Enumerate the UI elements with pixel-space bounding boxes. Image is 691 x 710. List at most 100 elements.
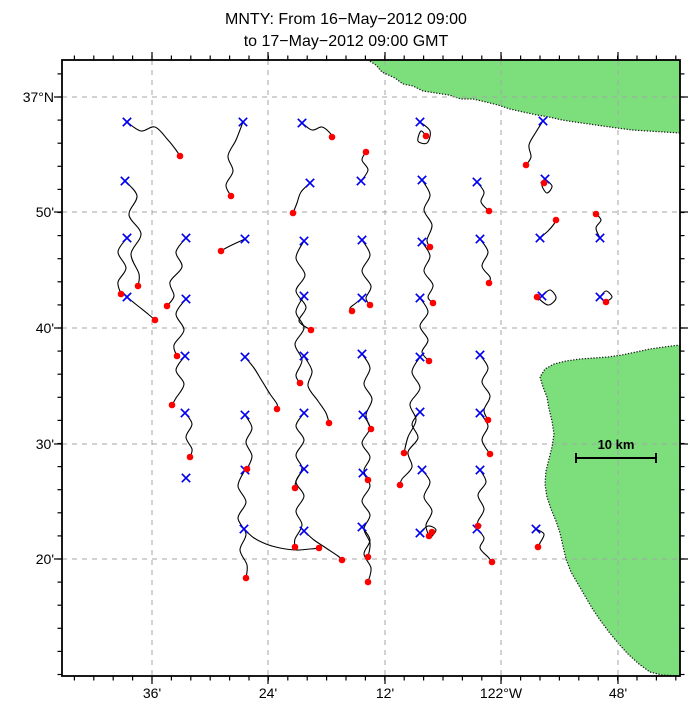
end-marker-dot-icon [367, 425, 375, 433]
drifter-track [421, 179, 433, 248]
end-marker-dot-icon [366, 301, 374, 309]
start-marker-x-icon [417, 237, 427, 247]
start-marker-x-icon [122, 233, 132, 243]
start-marker-x-icon [357, 235, 367, 245]
drifter-track [301, 122, 333, 138]
end-marker-dot-icon [486, 450, 494, 458]
end-marker-dot-icon [474, 522, 482, 530]
start-marker-x-icon [357, 293, 367, 303]
start-marker-x-icon [122, 117, 132, 127]
end-marker-dot-icon [163, 302, 171, 310]
start-marker-x-icon [239, 524, 249, 534]
end-marker-dot-icon [117, 290, 125, 298]
start-marker-x-icon [305, 178, 315, 188]
end-marker-dot-icon [396, 481, 404, 489]
drifter-track [293, 468, 305, 548]
start-marker-x-icon [357, 522, 367, 532]
x-tick-label: 24' [259, 685, 277, 701]
drifter-track [173, 298, 187, 357]
end-marker-dot-icon [362, 148, 370, 156]
drifter-track [292, 182, 311, 214]
end-marker-dot-icon [176, 152, 184, 160]
drifter-track [294, 412, 305, 489]
y-tick-label: 50' [36, 204, 54, 220]
end-marker-dot-icon [488, 558, 496, 566]
land-polygon [539, 344, 681, 677]
gridline-layer [62, 60, 680, 676]
drifter-track [525, 120, 544, 166]
start-marker-x-icon [299, 526, 309, 536]
end-marker-dot-icon [289, 209, 297, 217]
drifter-track [361, 472, 371, 558]
end-marker-dot-icon [522, 161, 530, 169]
end-marker-dot-icon [428, 528, 436, 536]
y-tick-label: 40' [36, 320, 54, 336]
end-marker-dot-icon [426, 243, 434, 251]
scale-bar-label: 10 km [598, 437, 635, 452]
start-marker-x-icon [181, 233, 191, 243]
start-marker-x-icon [475, 234, 485, 244]
land-layer [365, 59, 681, 677]
start-marker-x-icon [417, 175, 427, 185]
end-marker-dot-icon [243, 465, 251, 473]
end-marker-dot-icon [134, 282, 142, 290]
drifter-track [476, 181, 490, 212]
drifter-track [244, 356, 279, 410]
start-marker-x-icon [299, 236, 309, 246]
start-marker-x-icon [415, 407, 425, 417]
start-marker-x-icon [356, 176, 366, 186]
drifter-track [303, 530, 343, 561]
end-marker-dot-icon [552, 216, 560, 224]
drifter-track [303, 355, 330, 424]
start-marker-x-icon [240, 410, 250, 420]
drifter-track [361, 239, 372, 306]
x-tick-label: 48' [609, 685, 627, 701]
plot-frame [61, 59, 681, 677]
x-tick-label: 36' [143, 685, 161, 701]
start-marker-x-icon [180, 351, 190, 361]
end-marker-dot-icon [325, 419, 333, 427]
drifter-track [124, 180, 142, 287]
drifter-track [166, 237, 187, 307]
end-marker-dot-icon [364, 578, 372, 586]
drifter-track [237, 469, 248, 579]
drifter-track [477, 469, 487, 527]
end-marker-dot-icon [540, 179, 548, 187]
start-marker-x-icon [120, 176, 130, 186]
start-marker-x-icon [358, 410, 368, 420]
drifter-track [294, 295, 305, 384]
start-marker-x-icon [299, 408, 309, 418]
drifter-track [225, 121, 244, 197]
figure-title-line2: to 17−May−2012 09:00 GMT [244, 33, 449, 50]
figure-title-line1: MNTY: From 16−May−2012 09:00 [225, 11, 467, 28]
end-marker-dot-icon [273, 405, 281, 413]
start-marker-x-icon [358, 468, 368, 478]
drifter-track [361, 353, 373, 430]
drifter-track [295, 240, 312, 331]
start-marker-x-icon [180, 408, 190, 418]
drifter-track [244, 414, 253, 470]
axes-frame-and-ticks [54, 52, 688, 684]
end-marker-dot-icon [364, 476, 372, 484]
drifter-track [417, 121, 431, 145]
end-marker-dot-icon [296, 379, 304, 387]
tick-labels-layer: 36' 24' 12' 122°W 48' 37°N 50' 40' 30' 20' [23, 89, 627, 701]
drifter-track [399, 411, 421, 486]
start-marker-x-icon [595, 233, 605, 243]
end-marker-dot-icon [173, 352, 181, 360]
end-marker-dot-icon [592, 210, 600, 218]
drifter-track [361, 526, 372, 583]
end-marker-dot-icon [348, 307, 356, 315]
y-tick-label: 30' [36, 436, 54, 452]
scale-bar [575, 453, 657, 463]
start-marker-x-icon [357, 349, 367, 359]
end-marker-dot-icon [425, 357, 433, 365]
start-marker-x-icon [538, 116, 548, 126]
drifter-track [476, 528, 493, 563]
drifter-track [220, 238, 246, 252]
end-marker-dot-icon [242, 574, 250, 582]
end-marker-dot-icon [291, 543, 299, 551]
start-marker-x-icon [475, 408, 485, 418]
start-marker-x-icon [475, 350, 485, 360]
